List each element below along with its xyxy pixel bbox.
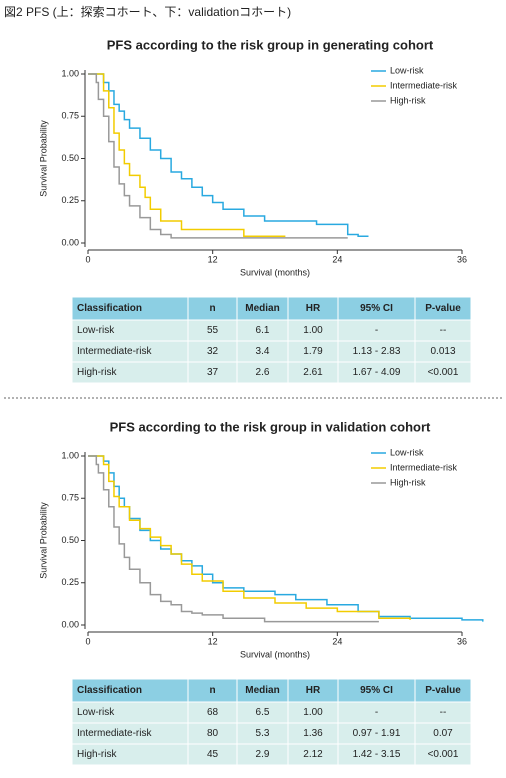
table-cell xyxy=(414,361,472,384)
table-cell-text: 1.67 - 4.09 xyxy=(353,367,401,378)
table-cell-text: Intermediate-risk xyxy=(77,346,152,357)
figure-title: 図2 PFS (上：探索コホート、下：validationコホート) xyxy=(4,5,291,19)
table-cell-text: 45 xyxy=(207,749,219,760)
y-tick-label: 0.00 xyxy=(61,619,79,629)
table-cell-text: 5.3 xyxy=(256,728,270,739)
x-tick-label: 0 xyxy=(85,254,90,264)
x-tick-label: 36 xyxy=(457,254,467,264)
table-header: 95% CI xyxy=(360,685,393,696)
table-cell-text: <0.001 xyxy=(428,749,459,760)
legend-label: Low-risk xyxy=(390,447,424,457)
x-tick-label: 24 xyxy=(332,254,342,264)
legend-label: Intermediate-risk xyxy=(390,462,458,472)
table-header: P-value xyxy=(425,303,461,314)
y-tick-label: 0.50 xyxy=(61,535,79,545)
table-cell-text: 55 xyxy=(207,325,219,336)
survival-curve xyxy=(88,455,379,623)
legend-label: High-risk xyxy=(390,477,426,487)
x-tick-label: 36 xyxy=(457,636,467,646)
table-cell-text: High-risk xyxy=(77,367,117,378)
x-axis-label: Survival (months) xyxy=(240,267,310,277)
y-axis-label: Survival Probability xyxy=(38,120,48,197)
table-cell-text: 3.4 xyxy=(256,346,270,357)
table-cell-text: 6.1 xyxy=(256,325,270,336)
table-cell-text: Intermediate-risk xyxy=(77,728,152,739)
y-tick-label: 0.25 xyxy=(61,577,79,587)
table-header: Classification xyxy=(77,685,142,696)
x-axis-label: Survival (months) xyxy=(240,649,310,659)
table-header: 95% CI xyxy=(360,303,393,314)
table-cell-text: 37 xyxy=(207,367,219,378)
y-tick-label: 0.75 xyxy=(61,111,79,121)
table-cell-text: 6.5 xyxy=(256,707,270,718)
table-header: n xyxy=(209,303,215,314)
table-cell-text: -- xyxy=(440,325,447,336)
y-axis-label: Survival Probability xyxy=(38,502,48,579)
survival-curve xyxy=(88,455,411,620)
y-tick-label: 0.75 xyxy=(61,493,79,503)
survival-curve xyxy=(88,73,286,237)
y-tick-label: 0.00 xyxy=(61,237,79,247)
y-tick-label: 0.25 xyxy=(61,195,79,205)
table-cell-text: 68 xyxy=(207,707,219,718)
y-tick-label: 0.50 xyxy=(61,153,79,163)
y-tick-label: 1.00 xyxy=(61,450,79,460)
table-cell-text: 32 xyxy=(207,346,219,357)
table-cell-text: 0.013 xyxy=(430,346,455,357)
chart-title: PFS according to the risk group in valid… xyxy=(110,419,431,434)
table-cell-text: - xyxy=(375,325,378,336)
survival-curve xyxy=(88,73,348,239)
table-cell-text: 1.79 xyxy=(303,346,323,357)
table-cell-text: -- xyxy=(440,707,447,718)
chart-title: PFS according to the risk group in gener… xyxy=(107,37,434,52)
survival-curve xyxy=(88,455,484,622)
x-tick-label: 12 xyxy=(208,254,218,264)
table-cell-text: 2.12 xyxy=(303,749,323,760)
legend-label: Intermediate-risk xyxy=(390,80,458,90)
table-cell-text: 0.07 xyxy=(433,728,453,739)
table-cell-text: Low-risk xyxy=(77,707,115,718)
table-cell-text: 80 xyxy=(207,728,219,739)
table-cell-text: - xyxy=(375,707,378,718)
table-header: HR xyxy=(306,685,321,696)
table-header: Classification xyxy=(77,303,142,314)
table-cell-text: High-risk xyxy=(77,749,117,760)
table-cell-text: Low-risk xyxy=(77,325,115,336)
table-cell-text: 2.6 xyxy=(256,367,270,378)
table-header: Median xyxy=(245,303,279,314)
table-cell-text: 1.42 - 3.15 xyxy=(353,749,401,760)
table-header: n xyxy=(209,685,215,696)
table-header: P-value xyxy=(425,685,461,696)
legend-label: High-risk xyxy=(390,95,426,105)
table-cell-text: 2.61 xyxy=(303,367,323,378)
table-cell-text: 1.36 xyxy=(303,728,323,739)
y-tick-label: 1.00 xyxy=(61,68,79,78)
table-cell-text: 1.00 xyxy=(303,707,323,718)
table-cell-text: 0.97 - 1.91 xyxy=(353,728,401,739)
x-tick-label: 0 xyxy=(85,636,90,646)
table-cell-text: <0.001 xyxy=(428,367,459,378)
table-header: HR xyxy=(306,303,321,314)
table-cell xyxy=(414,743,472,766)
x-tick-label: 12 xyxy=(208,636,218,646)
survival-curve xyxy=(88,73,369,237)
table-header: Median xyxy=(245,685,279,696)
x-tick-label: 24 xyxy=(332,636,342,646)
table-cell-text: 2.9 xyxy=(256,749,270,760)
table-cell-text: 1.13 - 2.83 xyxy=(353,346,401,357)
table-cell-text: 1.00 xyxy=(303,325,323,336)
legend-label: Low-risk xyxy=(390,65,424,75)
